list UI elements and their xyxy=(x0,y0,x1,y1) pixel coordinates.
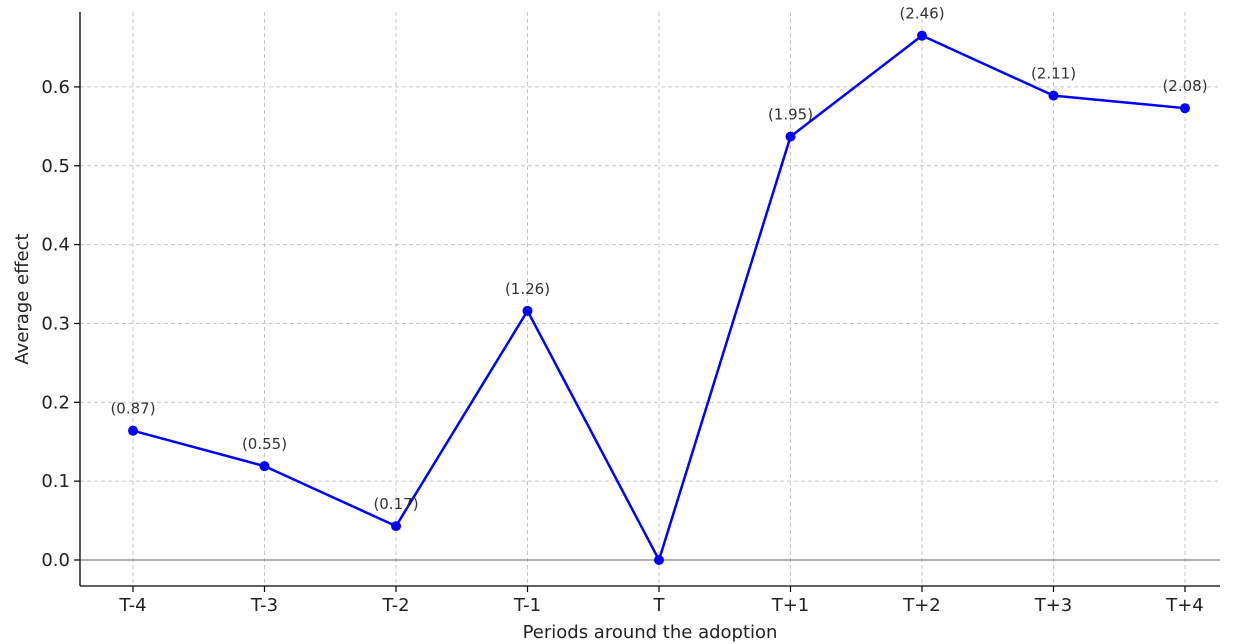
data-point xyxy=(1180,103,1190,114)
data-point xyxy=(917,30,927,41)
data-point xyxy=(391,521,401,532)
x-tick-label: T xyxy=(653,595,666,616)
data-label: (1.95) xyxy=(768,106,813,124)
data-label: (2.46) xyxy=(899,5,944,23)
y-tick-label: 0.5 xyxy=(41,156,70,177)
x-tick-label: T-4 xyxy=(118,595,146,616)
data-point xyxy=(785,131,796,142)
x-tick-label: T-1 xyxy=(513,595,541,616)
data-point xyxy=(259,461,270,472)
data-label: (0.87) xyxy=(110,400,155,418)
data-point xyxy=(128,425,138,436)
x-tick-label: T+3 xyxy=(1034,595,1073,616)
data-point xyxy=(654,554,664,565)
y-tick-label: 0.1 xyxy=(41,471,70,492)
y-tick-label: 0.4 xyxy=(41,235,70,256)
grid xyxy=(80,12,1220,586)
y-tick-label: 0.0 xyxy=(41,550,70,571)
data-label: (2.08) xyxy=(1162,77,1207,95)
data-label: (2.11) xyxy=(1031,65,1076,83)
ticks: T-4 T-3 T-2 T-1 T T+1 T+2 T+3 T+4 0.0 0.1 0.2 0.3 0.4… xyxy=(41,77,1203,616)
axes xyxy=(79,12,1220,587)
data-point xyxy=(522,305,533,316)
x-axis-title: Periods around the adoption xyxy=(523,622,778,643)
y-tick-label: 0.6 xyxy=(41,77,70,98)
y-axis-title: Average effect xyxy=(12,233,33,364)
series xyxy=(128,30,1190,565)
data-point xyxy=(1048,90,1059,101)
x-tick-label: T-3 xyxy=(250,595,278,616)
y-tick-label: 0.3 xyxy=(41,313,70,334)
x-tick-label: T+2 xyxy=(902,595,941,616)
data-label: (0.17) xyxy=(373,495,418,513)
data-label: (0.55) xyxy=(242,435,287,453)
x-tick-label: T-2 xyxy=(381,595,409,616)
y-tick-label: 0.2 xyxy=(41,392,70,413)
data-labels: (0.87) (0.55) (0.17) (1.26) (1.95) (2.46) (2.1… xyxy=(110,5,1207,513)
x-tick-label: T+4 xyxy=(1165,595,1204,616)
data-label: (1.26) xyxy=(505,280,550,298)
x-tick-label: T+1 xyxy=(771,595,810,616)
